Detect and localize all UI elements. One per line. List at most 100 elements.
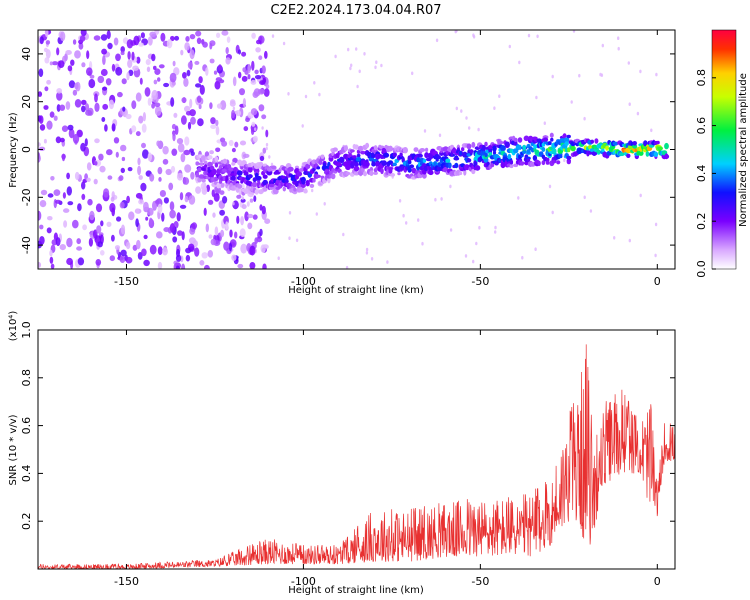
noise-blob (210, 124, 217, 129)
noise-blob (93, 35, 101, 41)
noise-blob (158, 177, 162, 182)
ridge-blob (305, 163, 311, 169)
noise-blob (88, 78, 96, 89)
ridge-blob (339, 156, 345, 163)
spectrogram-axes: -150 -100 -50 0 -40 -20 0 20 40 (20, 30, 675, 288)
noise-blob (39, 200, 47, 208)
ridge-blob (591, 151, 598, 156)
noise-blob (318, 92, 321, 97)
noise-blob (171, 123, 177, 130)
ridge-blob (500, 162, 506, 169)
noise-blob (259, 228, 263, 237)
noise-blob (61, 125, 69, 132)
ridge-blob (383, 152, 390, 158)
noise-blob (172, 236, 178, 243)
noise-blob (38, 154, 41, 163)
ridge-blob (453, 156, 460, 161)
noise-blob (79, 35, 86, 42)
noise-blob (197, 118, 204, 127)
ridge-blob (360, 150, 366, 155)
noise-blob (121, 78, 127, 85)
noise-blob (110, 196, 115, 202)
noise-blob (56, 47, 60, 56)
ridge-blob (214, 162, 219, 168)
noise-blob (551, 210, 554, 215)
ridge-blob (375, 161, 381, 168)
ridge-blob (243, 188, 249, 195)
x-tick-label: -50 (471, 575, 489, 588)
ridge-blob (638, 150, 644, 156)
noise-blob (132, 65, 139, 71)
noise-blob (356, 84, 359, 89)
noise-blob (46, 120, 53, 130)
ridge-blob (532, 155, 538, 161)
ridge-blob (509, 164, 514, 169)
noise-blob (236, 194, 242, 199)
ridge-blob (252, 181, 258, 188)
ridge-blob (498, 140, 504, 145)
noise-blob (239, 88, 245, 96)
noise-blob (97, 75, 105, 84)
noise-blob (219, 190, 225, 196)
noise-blob (38, 91, 43, 97)
noise-blob (181, 97, 187, 103)
ridge-blob (437, 155, 442, 160)
noise-blob (256, 39, 262, 45)
noise-blob (135, 208, 140, 214)
noise-blob (163, 82, 170, 88)
noise-blob (77, 203, 82, 212)
noise-blob (228, 139, 234, 147)
colorbar-gradient (712, 30, 736, 269)
noise-blob (323, 202, 326, 206)
snr-marks (38, 344, 675, 569)
noise-blob (583, 116, 586, 121)
ridge-blob (551, 159, 557, 164)
noise-blob (182, 72, 187, 79)
noise-blob (251, 32, 256, 39)
noise-blob (270, 162, 274, 167)
noise-blob (215, 125, 220, 136)
noise-blob (136, 239, 141, 250)
noise-blob (39, 36, 44, 45)
colorbar-tick-label: 0.2 (695, 212, 708, 230)
noise-blob (423, 129, 427, 133)
noise-blob (210, 117, 216, 125)
noise-blob (120, 51, 125, 56)
noise-blob (101, 48, 107, 55)
noise-blob (109, 202, 116, 213)
noise-blob (171, 148, 178, 156)
noise-blob (551, 74, 554, 79)
ridge-blob (564, 137, 570, 143)
ridge-blob (550, 137, 554, 142)
noise-blob (38, 115, 44, 124)
noise-blob (249, 198, 254, 203)
noise-blob (154, 102, 161, 108)
ridge-blob (442, 146, 449, 153)
noise-blob (86, 50, 90, 60)
ridge-blob (419, 148, 426, 152)
noise-blob (115, 66, 123, 76)
noise-blob (232, 201, 235, 206)
spectrogram-panel: -150 -100 -50 0 -40 -20 0 20 40 Height of straig… (8, 29, 676, 296)
noise-blob (174, 35, 180, 41)
noise-blob (213, 192, 220, 202)
noise-blob (374, 65, 377, 70)
ridge-blob (422, 158, 427, 163)
spectrogram-ylabel: Frequency (Hz) (8, 112, 19, 188)
noise-blob (186, 69, 191, 77)
ridge-blob (541, 160, 546, 166)
noise-blob (170, 165, 176, 173)
noise-blob (38, 68, 44, 77)
noise-blob (66, 237, 73, 248)
noise-blob (198, 104, 202, 110)
ridge-blob (518, 144, 522, 150)
noise-blob (86, 162, 92, 171)
noise-blob (76, 246, 83, 251)
noise-blob (188, 195, 196, 205)
noise-blob (43, 105, 49, 110)
noise-blob (209, 102, 213, 110)
noise-blob (234, 141, 239, 148)
noise-blob (40, 189, 48, 196)
noise-blob (654, 253, 657, 258)
y-tick-label: 0.8 (20, 369, 33, 387)
